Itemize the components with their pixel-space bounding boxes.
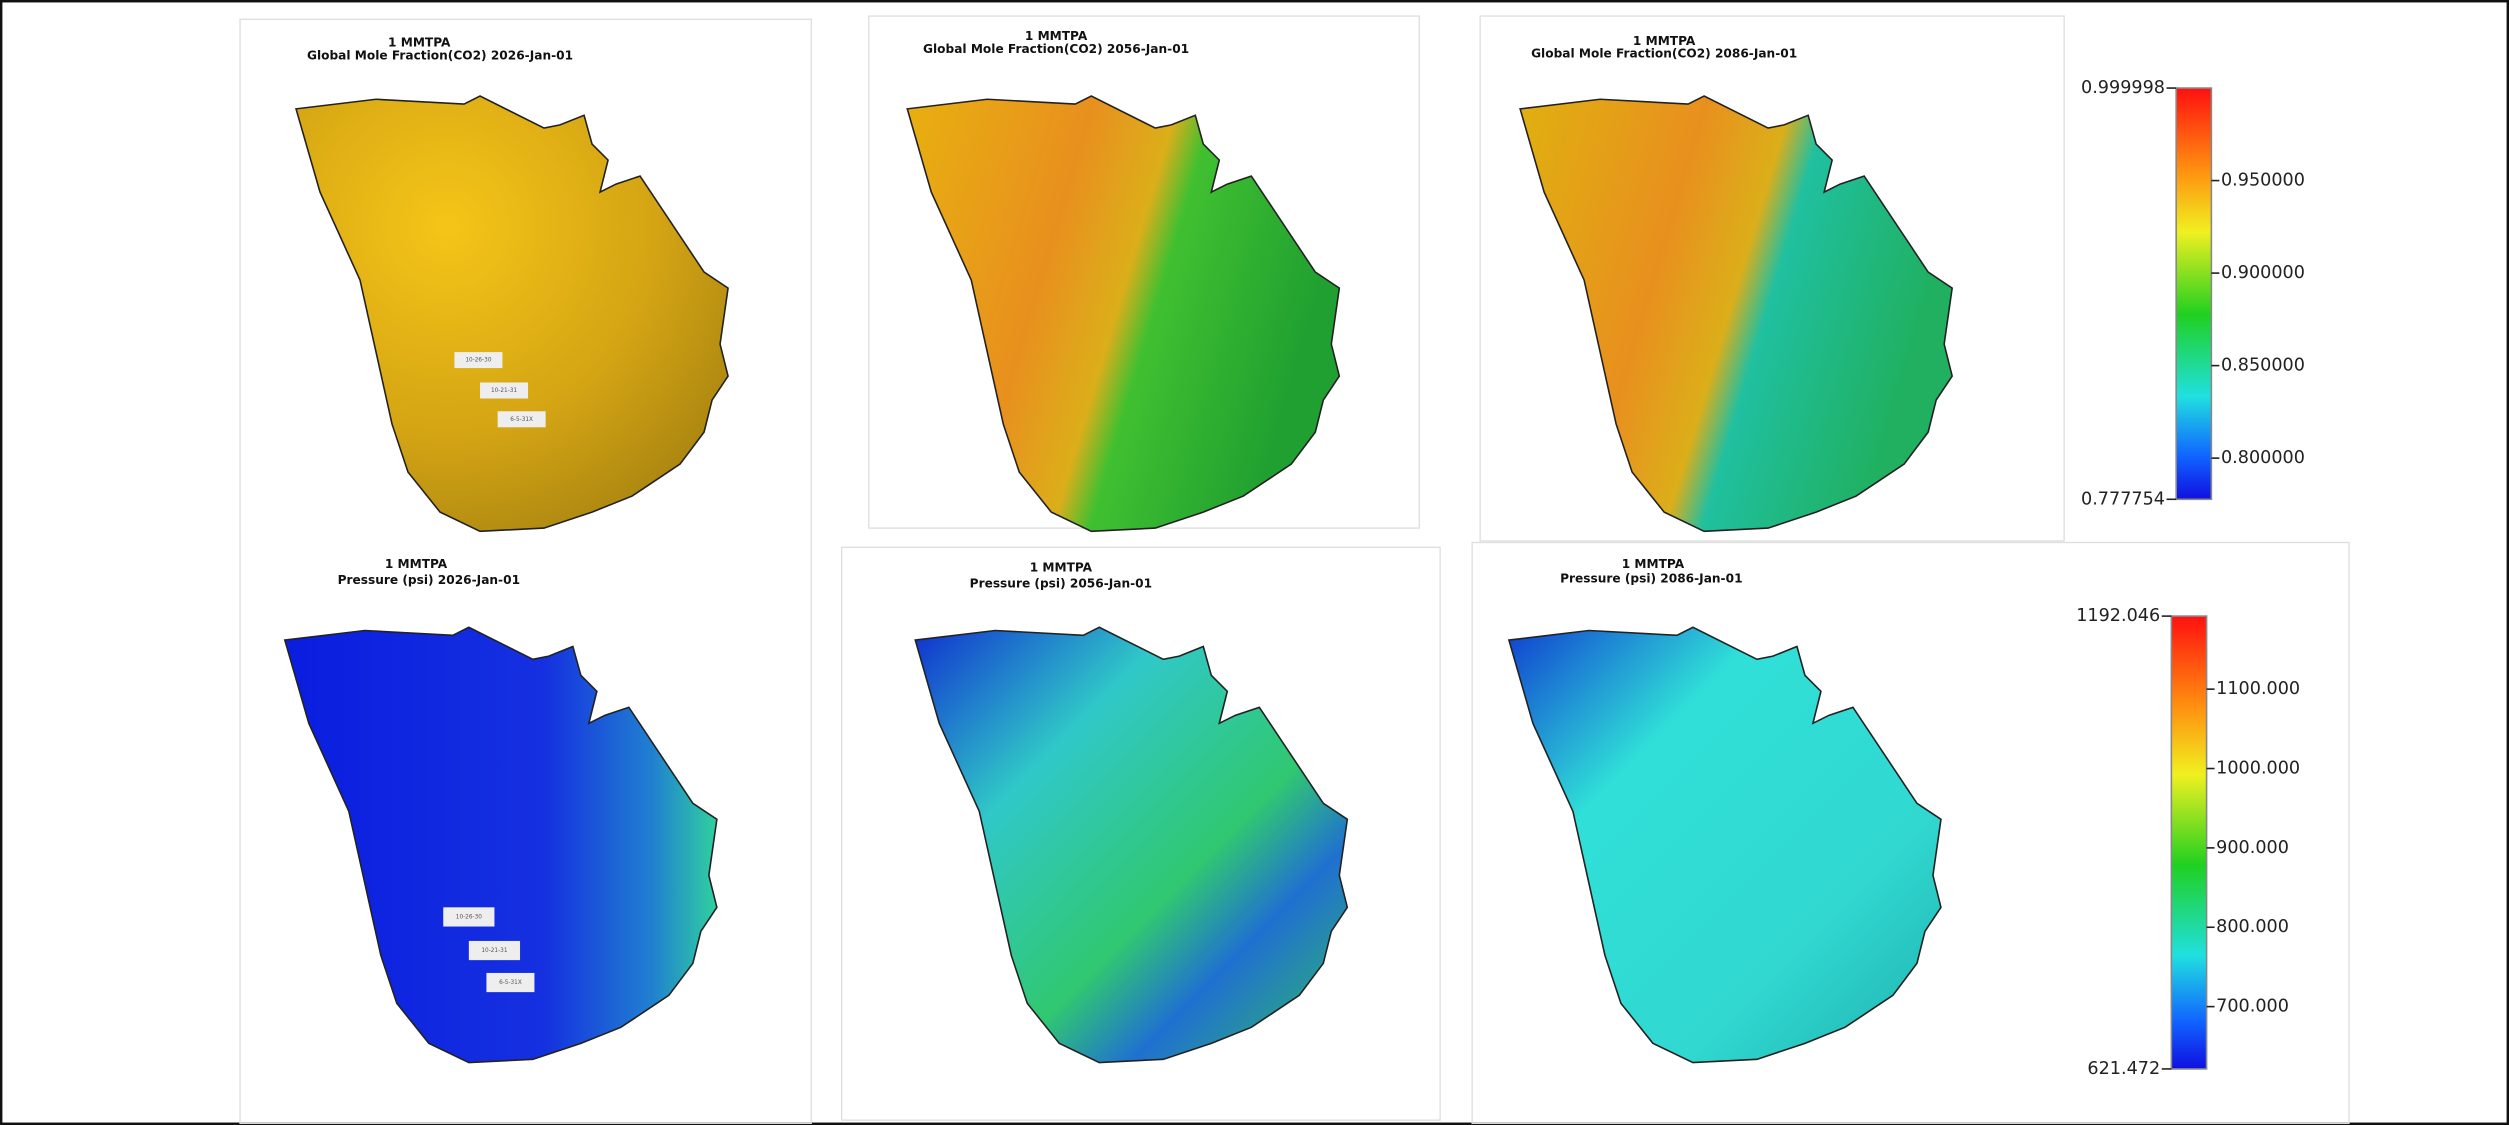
colorbar-end-label: 0.777754 [2081, 489, 2165, 509]
colorbar-end-label: 0.999998 [2081, 78, 2165, 98]
colorbar-tick-label: 900.000 [2216, 838, 2289, 858]
colorbar-tick-label: 800.000 [2216, 917, 2289, 937]
panel-subtitle: Global Mole Fraction(CO2) 2086-Jan-01 [1531, 47, 1797, 61]
well-label: 10-21-31 [491, 388, 517, 394]
map-shape [907, 96, 1339, 531]
map-shape [1520, 96, 1952, 531]
colorbar-tick-label: 0.900000 [2221, 263, 2305, 283]
panel-subtitle: Global Mole Fraction(CO2) 2026-Jan-01 [307, 48, 573, 62]
well-label: 10-26-30 [456, 914, 482, 920]
colorbar [2171, 616, 2206, 1069]
well-label: 6-5-31X [499, 980, 522, 986]
colorbar-tick-label: 1100.000 [2216, 679, 2300, 699]
colorbar-end-label: 1192.046 [2076, 606, 2160, 626]
colorbar-tick-label: 0.800000 [2221, 448, 2305, 468]
panel-title: 1 MMTPA [1622, 557, 1685, 571]
map-shape [285, 627, 717, 1062]
map-shape [1509, 627, 1941, 1062]
panel-subtitle: Pressure (psi) 2056-Jan-01 [970, 576, 1152, 590]
panel-subtitle: Pressure (psi) 2086-Jan-01 [1560, 572, 1742, 586]
figure: 1 MMTPA Global Mole Fraction(CO2) 2026-J… [0, 0, 2509, 1125]
colorbar-end-label: 621.472 [2087, 1059, 2160, 1079]
well-label: 10-26-30 [465, 358, 491, 364]
colorbar [2176, 88, 2211, 499]
well-label: 6-5-31X [510, 417, 533, 423]
panel-subtitle: Global Mole Fraction(CO2) 2056-Jan-01 [923, 42, 1189, 56]
map-shape [296, 96, 728, 531]
well-label: 10-21-31 [481, 948, 507, 954]
colorbar-tick-label: 1000.000 [2216, 759, 2300, 779]
panel-title: 1 MMTPA [1030, 560, 1093, 574]
colorbar-tick-label: 700.000 [2216, 997, 2289, 1017]
panel-subtitle: Pressure (psi) 2026-Jan-01 [338, 573, 520, 587]
panel-title: 1 MMTPA [385, 557, 448, 571]
colorbar-tick-label: 0.850000 [2221, 356, 2305, 376]
map-shape [915, 627, 1347, 1062]
colorbar-tick-label: 0.950000 [2221, 171, 2305, 191]
